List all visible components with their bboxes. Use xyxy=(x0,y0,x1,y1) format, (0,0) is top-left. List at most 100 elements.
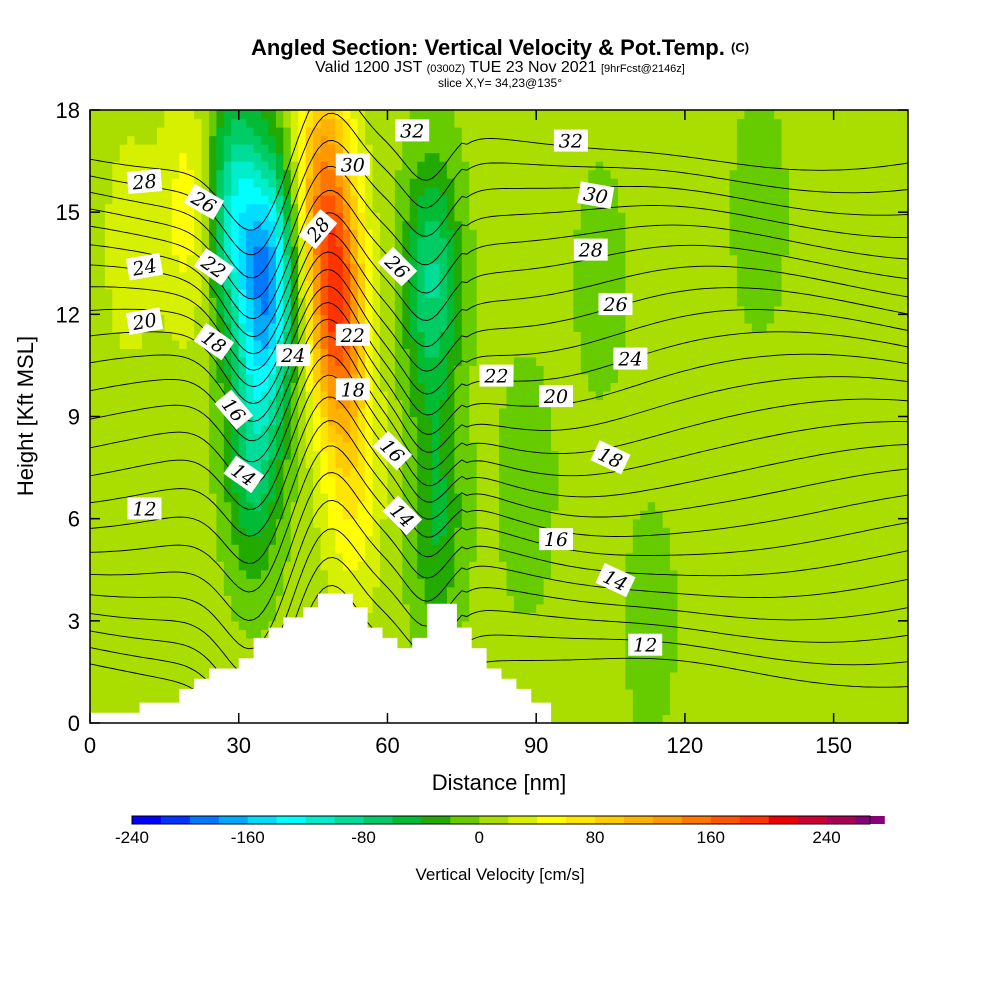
velocity-cell xyxy=(238,646,247,656)
velocity-cell xyxy=(290,603,299,613)
velocity-cell xyxy=(171,365,180,375)
velocity-cell xyxy=(461,195,470,205)
velocity-cell xyxy=(469,348,478,358)
velocity-cell xyxy=(253,552,262,562)
velocity-cell xyxy=(595,382,604,392)
velocity-cell xyxy=(476,348,485,358)
velocity-cell xyxy=(521,569,530,579)
velocity-cell xyxy=(171,339,180,349)
velocity-cell xyxy=(231,527,240,537)
velocity-cell xyxy=(499,331,508,341)
velocity-cell xyxy=(491,569,500,579)
velocity-cell xyxy=(253,195,262,205)
velocity-cell xyxy=(320,518,329,528)
velocity-cell xyxy=(171,697,180,707)
velocity-cell xyxy=(142,399,151,409)
velocity-cell xyxy=(305,186,314,196)
velocity-cell xyxy=(164,459,173,469)
velocity-cell xyxy=(335,544,344,554)
velocity-cell xyxy=(156,271,165,281)
velocity-cell xyxy=(119,620,128,630)
velocity-cell xyxy=(298,246,307,256)
velocity-cell xyxy=(513,654,522,664)
velocity-cell xyxy=(499,348,508,358)
velocity-cell xyxy=(461,322,470,332)
velocity-cell xyxy=(380,348,389,358)
velocity-cell xyxy=(112,518,121,528)
velocity-cell xyxy=(134,654,143,664)
velocity-cell xyxy=(424,595,433,605)
velocity-cell xyxy=(565,714,574,723)
velocity-cell xyxy=(186,390,195,401)
velocity-cell xyxy=(201,527,210,537)
velocity-cell xyxy=(298,195,307,205)
velocity-cell xyxy=(335,237,344,247)
velocity-cell xyxy=(208,586,218,596)
velocity-cell xyxy=(461,527,470,537)
velocity-cell xyxy=(186,212,195,222)
velocity-cell xyxy=(588,637,597,647)
velocity-cell xyxy=(580,552,589,562)
velocity-cell xyxy=(402,229,411,239)
velocity-cell xyxy=(268,620,277,630)
velocity-cell xyxy=(365,433,374,443)
velocity-cell xyxy=(208,186,218,196)
velocity-cell xyxy=(112,476,121,486)
velocity-cell xyxy=(476,331,485,341)
velocity-cell xyxy=(595,373,604,384)
velocity-cell xyxy=(134,527,143,537)
velocity-cell xyxy=(521,493,530,503)
velocity-cell xyxy=(223,220,232,230)
velocity-cell xyxy=(595,348,604,358)
velocity-cell xyxy=(513,433,522,443)
velocity-cell xyxy=(238,297,247,307)
velocity-cell xyxy=(350,442,359,452)
velocity-cell xyxy=(365,425,374,435)
velocity-cell xyxy=(350,467,359,477)
velocity-cell xyxy=(595,586,604,596)
velocity-cell xyxy=(97,484,106,494)
velocity-cell xyxy=(149,663,158,673)
velocity-cell xyxy=(268,118,277,128)
velocity-cell xyxy=(372,135,381,145)
velocity-cell xyxy=(112,620,121,630)
velocity-cell xyxy=(186,671,195,682)
velocity-cell xyxy=(149,118,158,128)
velocity-cell xyxy=(253,433,262,443)
velocity-cell xyxy=(528,688,537,699)
velocity-cell xyxy=(357,518,366,528)
velocity-cell xyxy=(305,467,314,477)
velocity-cell xyxy=(313,161,322,171)
velocity-cell xyxy=(454,399,463,409)
velocity-cell xyxy=(134,697,143,707)
velocity-cell xyxy=(454,144,463,154)
velocity-cell xyxy=(320,246,329,256)
velocity-cell xyxy=(491,178,500,188)
velocity-cell xyxy=(357,348,366,358)
velocity-cell xyxy=(112,467,121,477)
velocity-cell xyxy=(179,476,188,486)
velocity-cell xyxy=(134,603,143,613)
velocity-cell xyxy=(461,501,470,511)
velocity-cell xyxy=(253,569,262,579)
velocity-cell xyxy=(350,586,359,596)
velocity-cell xyxy=(208,501,218,511)
velocity-cell xyxy=(231,629,240,639)
velocity-cell xyxy=(253,161,262,171)
velocity-cell xyxy=(536,237,545,247)
velocity-cell xyxy=(521,399,530,409)
velocity-cell xyxy=(484,271,493,281)
velocity-cell xyxy=(283,467,292,477)
velocity-cell xyxy=(491,629,500,639)
velocity-cell xyxy=(565,467,574,477)
velocity-cell xyxy=(432,331,441,341)
velocity-cell xyxy=(446,552,455,562)
velocity-cell xyxy=(231,288,240,298)
velocity-cell xyxy=(208,493,218,503)
velocity-cell xyxy=(298,527,307,537)
velocity-cell xyxy=(231,544,240,554)
velocity-cell xyxy=(528,373,537,384)
velocity-cell xyxy=(580,493,589,503)
velocity-cell xyxy=(238,433,247,443)
velocity-cell xyxy=(253,620,262,630)
